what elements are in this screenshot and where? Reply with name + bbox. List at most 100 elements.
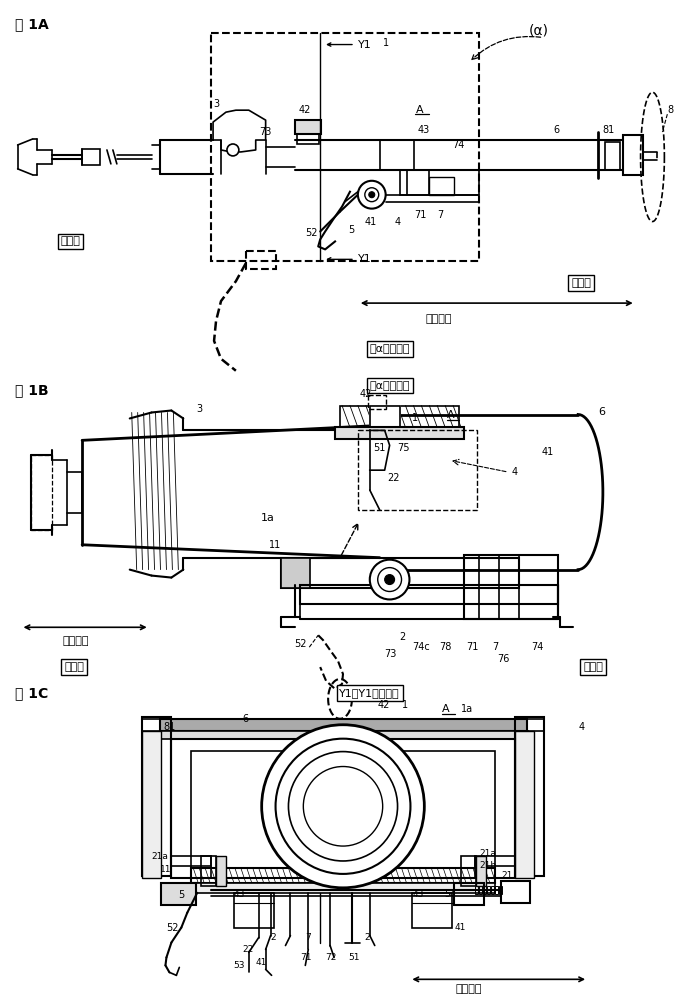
Text: 73: 73 [385,649,397,659]
Text: 21a: 21a [152,852,168,861]
Bar [412,893,452,928]
Text: 71: 71 [414,210,427,220]
Text: 78: 78 [439,642,451,652]
Bar [475,886,478,894]
Bar [479,886,482,894]
Text: 7: 7 [437,210,444,220]
Text: 54: 54 [444,890,455,899]
Text: (α): (α) [528,24,548,38]
Bar [280,558,311,588]
Text: 22: 22 [243,945,254,954]
Text: 11: 11 [269,540,281,550]
Text: 41: 41 [365,217,377,227]
Text: 后方側: 后方側 [571,278,591,288]
Text: 图 1C: 图 1C [14,686,48,700]
Bar [246,251,275,269]
Bar [380,140,414,170]
Bar [475,856,515,866]
Bar [476,856,486,886]
Text: 42: 42 [360,389,372,399]
Text: 73: 73 [259,127,271,137]
Text: （α）部放大: （α）部放大 [370,344,410,354]
Text: 前后方向: 前后方向 [63,636,89,646]
Text: Y1－Y1向视放大: Y1－Y1向视放大 [339,688,400,698]
Text: 21: 21 [502,871,513,880]
Bar [605,142,620,170]
Bar [216,856,226,886]
Bar [201,856,216,886]
Bar [495,886,498,894]
Text: 53: 53 [233,961,245,970]
Text: 5: 5 [179,890,185,900]
Bar [159,719,526,731]
Text: 41: 41 [541,447,554,457]
Text: 21b: 21b [479,861,496,870]
Text: 1a: 1a [461,704,473,714]
Bar [487,886,490,894]
Bar [515,719,544,731]
Bar [483,886,486,894]
Circle shape [275,739,410,874]
Text: 52: 52 [295,639,307,649]
Text: 6: 6 [553,125,559,135]
Circle shape [358,181,385,209]
Text: 3: 3 [196,404,203,414]
Bar [499,886,502,894]
Text: 后方側: 后方側 [583,662,603,672]
Text: 3: 3 [213,99,219,109]
Circle shape [378,568,401,591]
Bar [370,406,400,427]
Bar [161,883,196,905]
Text: 1: 1 [401,700,407,710]
Bar [297,132,319,144]
Text: 81: 81 [164,722,176,732]
Bar [461,856,476,886]
Circle shape [385,575,394,585]
Circle shape [370,560,409,599]
Bar [280,558,519,588]
Text: Y1: Y1 [358,40,372,50]
Bar [234,893,273,928]
Text: 81: 81 [602,125,614,135]
Text: 8: 8 [667,105,673,115]
Text: 6: 6 [243,714,249,724]
Bar [142,731,161,878]
Text: 71: 71 [466,642,478,652]
Text: 75: 75 [398,443,410,453]
Text: 1: 1 [412,413,418,423]
Text: 21a: 21a [479,849,496,858]
Text: 41: 41 [256,958,267,967]
Text: 74: 74 [532,642,544,652]
Text: 52: 52 [166,923,179,933]
Bar [340,406,459,427]
Bar [400,170,479,195]
Text: A: A [416,105,423,115]
Text: 6: 6 [598,407,605,417]
Circle shape [289,752,398,861]
Bar [515,717,544,876]
Text: 22: 22 [387,473,400,483]
Bar [491,886,494,894]
Text: 41: 41 [454,923,466,932]
Bar [464,555,559,619]
Text: 42: 42 [378,700,390,710]
Text: 72: 72 [325,953,337,962]
Text: 42: 42 [298,105,311,115]
Text: 43: 43 [418,125,429,135]
Text: 图 1B: 图 1B [14,384,48,398]
Text: 43: 43 [234,890,245,899]
Polygon shape [213,110,266,152]
Text: 前方側: 前方側 [60,236,80,246]
Bar [358,430,477,510]
Text: Y1: Y1 [358,254,372,264]
Bar [622,135,642,175]
Bar [515,731,534,878]
Bar [370,406,400,427]
Text: 宽度方向: 宽度方向 [455,984,482,994]
Bar [191,751,495,868]
Bar [171,856,211,866]
Text: 2: 2 [365,933,370,942]
Text: 4: 4 [394,217,401,227]
Bar [335,427,464,439]
Text: 前后方向: 前后方向 [426,314,453,324]
